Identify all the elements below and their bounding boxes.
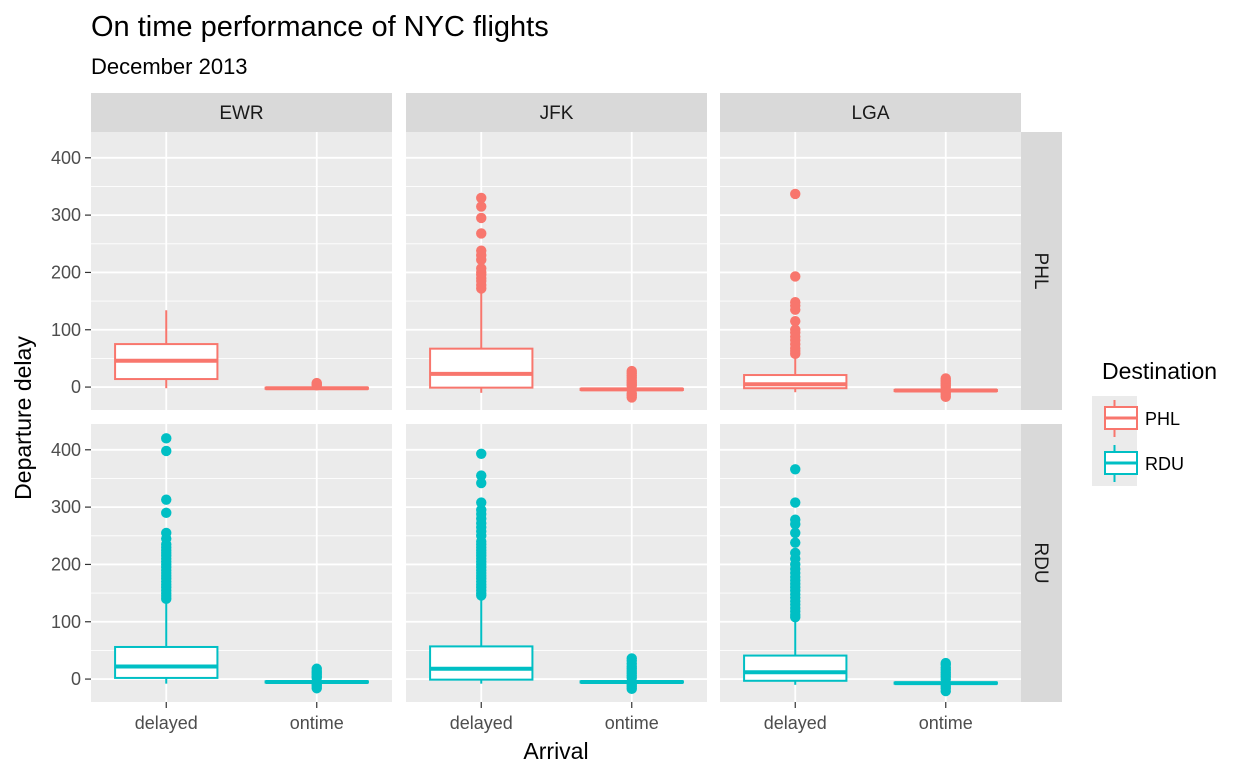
strip-col-label-jfk: JFK bbox=[540, 103, 574, 124]
strip-col-jfk bbox=[406, 93, 707, 132]
outlier-point bbox=[626, 365, 637, 377]
boxplot-ewr-phl-delayed bbox=[114, 310, 219, 389]
y-tick-label: 0 bbox=[71, 669, 81, 689]
x-tick-label-ontime: ontime bbox=[605, 713, 659, 733]
box bbox=[429, 645, 534, 681]
outlier-point bbox=[790, 514, 801, 525]
legend-key-rdu bbox=[1092, 441, 1138, 486]
outlier-point bbox=[476, 212, 487, 224]
outlier-point bbox=[476, 470, 487, 481]
outlier-point bbox=[790, 497, 801, 508]
y-tick-label: 300 bbox=[51, 205, 81, 225]
x-tick-label-delayed: delayed bbox=[450, 713, 513, 733]
strip-col-label-lga: LGA bbox=[851, 103, 889, 124]
boxplot-jfk-phl-delayed bbox=[429, 192, 534, 393]
strip-col-ewr bbox=[91, 93, 392, 132]
y-tick-label: 300 bbox=[51, 497, 81, 517]
y-tick-label: 100 bbox=[51, 320, 81, 340]
boxplot-ewr-rdu-delayed bbox=[114, 433, 219, 684]
x-tick-label-ontime: ontime bbox=[290, 713, 344, 733]
box bbox=[114, 645, 219, 679]
outlier-point bbox=[790, 188, 801, 200]
outlier-point bbox=[790, 297, 801, 308]
boxplot-ewr-rdu-ontime bbox=[264, 663, 369, 694]
strip-row-phl bbox=[1021, 132, 1062, 410]
outlier-point bbox=[790, 547, 801, 559]
chart-title: On time performance of NYC flights bbox=[91, 11, 549, 43]
boxplot-jfk-rdu-ontime bbox=[579, 653, 684, 695]
strip-col-label-ewr: EWR bbox=[219, 103, 263, 124]
outlier-point bbox=[476, 448, 487, 460]
outlier-point bbox=[476, 228, 487, 239]
box bbox=[429, 347, 534, 389]
box bbox=[743, 374, 848, 390]
outlier-point bbox=[311, 663, 322, 674]
outlier-point bbox=[161, 507, 172, 519]
y-tick-label: 400 bbox=[51, 440, 81, 460]
outlier-point bbox=[161, 527, 172, 539]
outlier-point bbox=[476, 192, 487, 204]
outlier-point bbox=[626, 653, 637, 664]
boxplot-lga-phl-ontime bbox=[893, 373, 998, 403]
y-tick-label: 0 bbox=[71, 377, 81, 397]
y-tick-label: 200 bbox=[51, 554, 81, 574]
legend-label-rdu: RDU bbox=[1145, 454, 1184, 474]
y-tick-label: 100 bbox=[51, 612, 81, 632]
panels-layer: EWR JFK LGA PHL RDU 0 100 200 300 400 0 100 200 300 40… bbox=[51, 93, 1062, 733]
boxplot-lga-phl-delayed bbox=[743, 188, 848, 393]
boxplot-jfk-rdu-delayed bbox=[429, 448, 534, 684]
outlier-point bbox=[476, 477, 487, 489]
legend-label-phl: PHL bbox=[1145, 409, 1180, 429]
outlier-point bbox=[311, 377, 322, 389]
boxplot-ewr-phl-ontime bbox=[264, 377, 369, 391]
boxplot-jfk-phl-ontime bbox=[579, 365, 684, 403]
outlier-point bbox=[790, 315, 801, 327]
outlier-point bbox=[161, 494, 172, 505]
box bbox=[743, 654, 848, 682]
boxplot-lga-rdu-delayed bbox=[743, 464, 848, 685]
outlier-point bbox=[790, 464, 801, 475]
y-axis-title: Departure delay bbox=[10, 336, 36, 500]
outlier-point bbox=[476, 245, 487, 256]
outlier-point bbox=[161, 445, 172, 457]
outlier-point bbox=[476, 504, 487, 516]
outlier-point bbox=[790, 324, 801, 335]
y-tick-label: 400 bbox=[51, 148, 81, 168]
strip-row-label-phl: PHL bbox=[1030, 253, 1051, 290]
x-axis-title: Arrival bbox=[523, 738, 588, 764]
outlier-point bbox=[476, 497, 487, 508]
outlier-point bbox=[476, 201, 487, 212]
x-tick-label-ontime: ontime bbox=[919, 713, 973, 733]
y-tick-label: 200 bbox=[51, 262, 81, 282]
strip-col-lga bbox=[720, 93, 1021, 132]
outlier-point bbox=[476, 263, 487, 274]
legend: Destination PHL RDU bbox=[1092, 358, 1217, 486]
chart-subtitle: December 2013 bbox=[91, 54, 248, 79]
legend-title: Destination bbox=[1102, 358, 1217, 384]
outlier-point bbox=[790, 271, 801, 282]
panel-bg bbox=[720, 132, 1021, 410]
outlier-point bbox=[161, 433, 172, 444]
boxplot-lga-rdu-ontime bbox=[893, 657, 998, 697]
outlier-point bbox=[626, 388, 637, 399]
outlier-point bbox=[790, 537, 801, 548]
strip-row-label-rdu: RDU bbox=[1030, 542, 1051, 583]
x-tick-label-delayed: delayed bbox=[135, 713, 198, 733]
outlier-point bbox=[790, 527, 801, 539]
strip-row-rdu bbox=[1021, 424, 1062, 702]
x-tick-label-delayed: delayed bbox=[764, 713, 827, 733]
outlier-point bbox=[940, 373, 951, 384]
outlier-point bbox=[940, 657, 951, 669]
legend-key-phl bbox=[1092, 396, 1138, 441]
